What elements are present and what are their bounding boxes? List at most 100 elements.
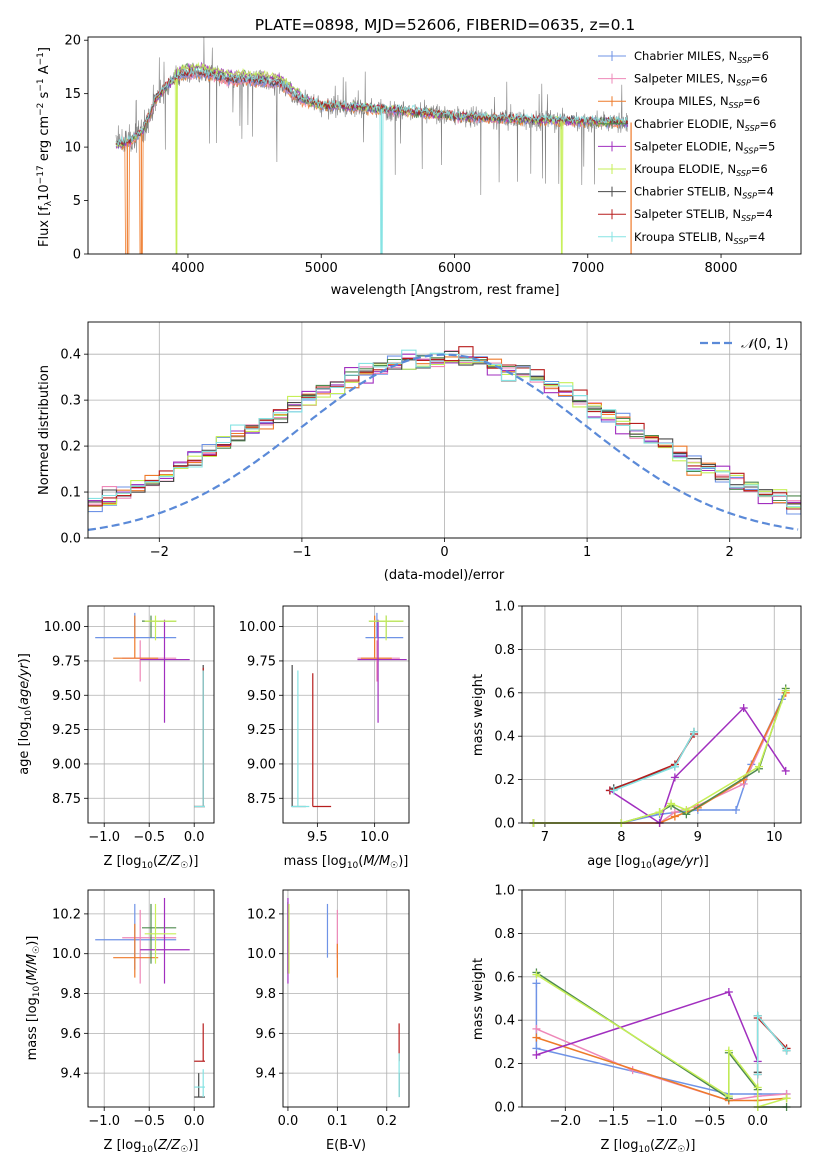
mass-vs-ebv-panel: E(B-V) [326,1138,366,1153]
spectrum-frame [87,36,802,255]
weight-vs-z-series-salpeter-elodie [532,987,762,1066]
weight-vs-age-xtick-label: 9 [694,830,702,845]
age-vs-z-point-kroupa-stelib [194,670,205,808]
spectrum-xtick-label: 5000 [305,261,338,276]
age-vs-mass-errorbars [291,612,407,808]
weight-vs-z-ylabel: mass weight [471,958,486,1040]
weight-vs-z-panel: Z [log10(Z/Z☉)] mass weight [471,958,695,1155]
legend-label-sub: SSP [736,79,751,88]
age-vs-mass-xtick-label: 10.0 [360,830,389,845]
age-vs-mass-ytick-label: 9.25 [247,723,276,738]
legend-label-count: =4 [756,207,773,221]
legend-label-count: =6 [751,72,768,86]
legend-label-sub: SSP [734,237,749,246]
spectrum-ytick-label: 15 [64,87,81,102]
age-vs-mass-point-chabrier-miles [365,612,404,639]
mass-vs-z-ytick-label: 10.0 [52,947,81,962]
mass-vs-z-point-salpeter-stelib [194,1023,205,1062]
mass-vs-ebv-ytick-label: 10.0 [247,947,276,962]
legend-label-kroupa-elodie: Kroupa ELODIE, NSSP=6 [634,162,768,178]
weight-vs-z-xtick-label: −0.5 [694,1114,726,1129]
legend-label-count: =5 [758,139,775,153]
residuals-ytick-label: 0.2 [60,440,81,455]
weight-vs-z-series-kroupa-elodie [532,970,791,1111]
residuals-ytick-label: 0.3 [60,394,81,409]
mass-vs-z-point-kroupa-elodie [144,903,177,964]
legend-label-chabrier-stelib: Chabrier STELIB, NSSP=4 [634,185,774,201]
legend-label-text: Kroupa STELIB, N [634,230,734,244]
age-vs-z-frame [87,605,215,824]
spectrum-ytick-label: 0 [73,248,81,263]
mass-vs-ebv-xtick-label: 0.1 [327,1114,348,1129]
spectrum-xtick-label: 4000 [171,261,204,276]
legend-label-text: Chabrier MILES, N [634,49,737,63]
legend-label-count: =4 [748,230,765,244]
legend-label-chabrier-elodie: Chabrier ELODIE, NSSP=6 [634,117,776,133]
weight-vs-z-ytick-label: 0.4 [494,1014,515,1029]
age-vs-z-xtick-label: −0.5 [133,830,165,845]
mass-vs-ebv-frame [282,889,410,1108]
mass-vs-z-point-kroupa-stelib [194,1069,205,1098]
age-vs-mass-panel: mass [log10(M/M☉)] [284,854,409,871]
mass-vs-ebv-xtick-label: 0.0 [278,1114,299,1129]
age-vs-z-xtick-label: 0.0 [184,830,205,845]
legend-label-chabrier-miles: Chabrier MILES, NSSP=6 [634,49,769,65]
mass-vs-z-errorbars [95,897,205,1098]
mass-vs-ebv-errorbars [287,897,400,1098]
age-vs-z-ytick-label: 9.50 [52,689,81,704]
spectrum-ytick-label: 5 [73,194,81,209]
weight-vs-z-frame [521,889,802,1108]
mass-vs-z-point-salpeter-miles [122,909,177,984]
legend-label-kroupa-miles: Kroupa MILES, NSSP=6 [634,94,760,110]
legend-label-count: =6 [752,49,769,63]
age-vs-mass-frame [282,605,410,824]
weight-vs-age-ytick-label: 0.8 [494,643,515,658]
legend-label-text: Chabrier STELIB, N [634,185,742,199]
age-vs-z-point-kroupa-miles [113,615,159,659]
legend-label-count: =6 [743,94,760,108]
legend-label-sub: SSP [744,146,759,155]
age-vs-z-ytick-label: 9.25 [52,723,81,738]
model-spectrum-kroupa-miles [115,70,629,254]
legend-label-text: Kroupa ELODIE, N [634,162,736,176]
weight-vs-z-xtick-label: −2.0 [550,1114,582,1129]
mass-vs-ebv-ytick-label: 10.2 [247,907,276,922]
weight-vs-age-series-kroupa-miles [529,688,790,827]
weight-vs-age-series-kroupa-elodie [529,686,790,827]
age-vs-z-panel: Z [log10(Z/Z☉)] age [log10(age/yr)] [17,653,198,871]
weight-vs-age-ytick-label: 0.0 [494,817,515,832]
legend-label-text: Salpeter STELIB, N [634,207,741,221]
mass-vs-z-ylabel: mass [log10(M/M☉)] [25,936,42,1061]
weight-vs-age-xtick-label: 8 [617,830,625,845]
residuals-xtick-label: 0 [440,545,448,560]
legend-label-count: =4 [757,185,774,199]
residuals-histograms [88,346,801,531]
mass-vs-z-xtick-label: 0.0 [184,1114,205,1129]
mass-vs-ebv-ytick-label: 9.4 [255,1067,276,1082]
weight-vs-age-xtick-label: 10 [766,830,783,845]
weight-vs-z-ytick-label: 0.6 [494,970,515,985]
model-spectrum-kroupa-elodie [115,61,629,254]
weight-vs-age-series-chabrier-elodie [529,684,790,827]
mass-vs-z-axes: −1.0 −0.5 0.0 9.4 9.6 9.8 10.0 10.2 [52,890,214,1129]
weight-line [609,733,695,792]
weight-vs-age-xlabel: age [log10(age/yr)] [587,854,709,871]
normal-curve [88,353,799,531]
spectrum-xlabel: wavelength [Angstrom, rest frame] [331,283,560,298]
spectrum-panel: wavelength [Angstrom, rest frame] Flux [… [36,47,559,298]
weight-vs-z-axes: −2.0 −1.5 −1.0 −0.5 0.0 0.0 0.2 0.4 0.6 0.8 1.0 [494,884,801,1129]
age-vs-mass-xtick-label: 9.5 [307,830,328,845]
age-vs-mass-point-salpeter-stelib [312,673,332,808]
legend-label-count: =6 [751,162,768,176]
weight-vs-age-ytick-label: 0.2 [494,773,515,788]
age-vs-z-ytick-label: 10.00 [44,620,81,635]
weight-line [533,698,783,824]
weight-vs-age-series-chabrier-miles [529,695,786,827]
age-vs-mass-ytick-label: 8.75 [247,792,276,807]
age-vs-z-point-salpeter-elodie [140,619,190,723]
age-vs-mass-axes: 9.5 10.0 8.75 9.00 9.25 9.50 9.75 10.00 [239,606,409,845]
spectrum-lines [115,37,632,254]
mass-vs-ebv-ytick-label: 9.8 [255,987,276,1002]
mass-vs-z-frame [87,889,215,1108]
